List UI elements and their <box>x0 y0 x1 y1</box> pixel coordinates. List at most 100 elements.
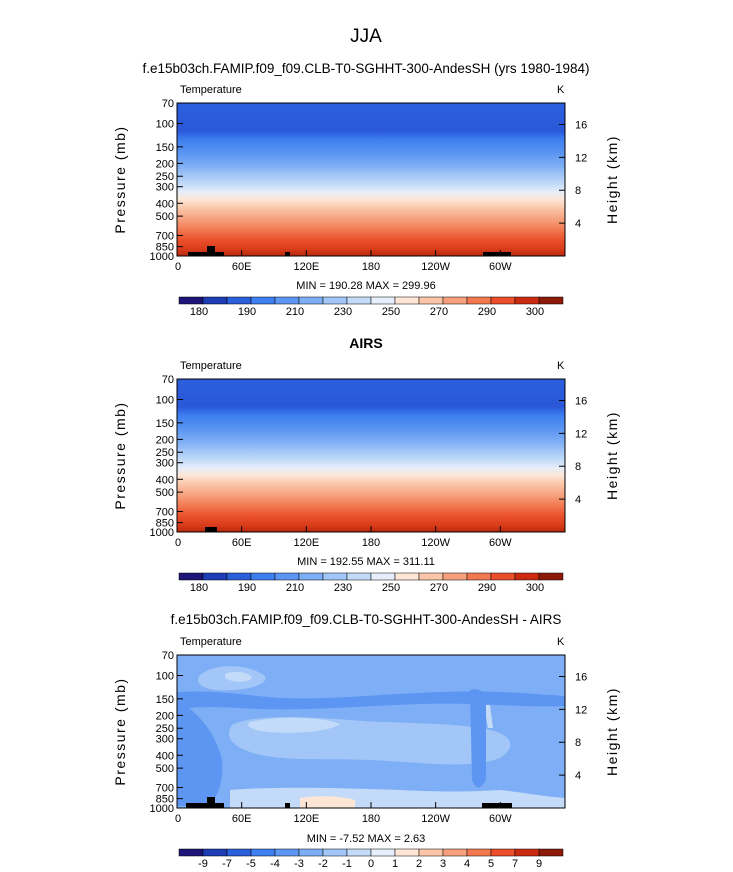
panel-3-ytick-label-300: 300 <box>156 734 174 746</box>
panel-2-ytick-label-500: 500 <box>156 487 174 499</box>
panel-1-colorbar-box-14 <box>514 296 540 305</box>
panel-1-xtick-label-1: 60E <box>232 261 252 273</box>
panel-1-colorbar-box-7 <box>346 296 372 305</box>
panel-1-terrain-africa-peak <box>207 246 215 256</box>
panel-2: AIRS Temperature K <box>176 335 566 533</box>
panel-2-xtick-label-1: 60E <box>232 537 252 549</box>
panel-3-htick-label-12: 12 <box>575 704 587 716</box>
panel-1-ylabel-right: Height (km) <box>604 135 620 224</box>
panel-1-colorbar-box-10 <box>418 296 444 305</box>
panel-1-colorbar-label-5: 270 <box>430 306 448 318</box>
panel-1-colorbar-box-13 <box>490 296 516 305</box>
panel-1-ytick-label-70: 70 <box>162 98 174 110</box>
panel-1-colorbar-label-7: 300 <box>526 306 544 318</box>
panel-1-colorbar-box-1 <box>202 296 228 305</box>
panel-3-colorbar-label-9: 2 <box>416 858 422 870</box>
panel-2-colorbar-label-3: 230 <box>334 582 352 594</box>
panel-1-units: K <box>557 84 565 96</box>
panel-2-stats: MIN = 192.55 MAX = 311.11 <box>297 556 435 568</box>
panel-3-contour-surface-warm <box>300 796 355 808</box>
panel-1-contour-field <box>177 103 565 256</box>
panel-3-colorbar-box-9 <box>394 848 420 857</box>
panel-3-terrain-africa <box>186 803 224 808</box>
panel-1-terrain-asia <box>285 252 290 256</box>
panel-1-xtick-label-3: 180 <box>362 261 380 273</box>
panel-2-colorbar-label-6: 290 <box>478 582 496 594</box>
panel-2-ylabel-left: Pressure (mb) <box>112 401 128 509</box>
panel-3-colorbar-label-10: 3 <box>440 858 446 870</box>
panel-2-htick-label-8: 8 <box>575 461 581 473</box>
panel-2-ytick-label-700: 700 <box>156 506 174 518</box>
panel-2-colorbar-box-0 <box>178 572 204 581</box>
panel-3-contour-mid-core <box>248 717 340 733</box>
panel-3-xtick-label-0: 0 <box>175 813 181 825</box>
panel-1-plot <box>176 102 566 257</box>
panel-3-htick-label-16: 16 <box>575 671 587 683</box>
panel-1-title: f.e15b03ch.FAMIP.f09_f09.CLB-T0-SGHHT-30… <box>143 61 590 76</box>
panel-2-colorbar-label-1: 190 <box>238 582 256 594</box>
panel-3-xtick-label-4: 120W <box>421 813 450 825</box>
panel-1-colorbar-label-1: 190 <box>238 306 256 318</box>
panel-1-colorbar-box-5 <box>298 296 324 305</box>
panel-2-colorbar-label-5: 270 <box>430 582 448 594</box>
panel-2-ytick-label-100: 100 <box>156 395 174 407</box>
panel-1-colorbar-label-3: 230 <box>334 306 352 318</box>
panel-1-colorbar-box-4 <box>274 296 300 305</box>
panel-1-ytick-label-200: 200 <box>156 158 174 170</box>
panel-2-colorbar-box-1 <box>202 572 228 581</box>
panel-3-contour-andes-column <box>470 689 486 788</box>
panel-1-terrain-africa <box>188 252 224 256</box>
panel-1-colorbar-box-2 <box>226 296 252 305</box>
panel-3-ytick-label-250: 250 <box>156 723 174 735</box>
panel-2-colorbar-box-2 <box>226 572 252 581</box>
panel-3-contour-blob-upper-core <box>225 671 252 682</box>
panel-1-ytick-label-150: 150 <box>156 142 174 154</box>
panel-2-colorbar-box-11 <box>442 572 468 581</box>
panel-2-ytick-label-150: 150 <box>156 418 174 430</box>
panel-3-title: f.e15b03ch.FAMIP.f09_f09.CLB-T0-SGHHT-30… <box>171 612 562 627</box>
panel-3-colorbar-label-14: 9 <box>536 858 542 870</box>
panel-1-ytick-label-850: 850 <box>156 242 174 254</box>
panel-3-ytick-label-1000: 1000 <box>150 803 174 815</box>
panel-3-stats: MIN = -7.52 MAX = 2.63 <box>307 833 426 845</box>
panel-1-colorbar-label-6: 290 <box>478 306 496 318</box>
panel-1-ylabel-left: Pressure (mb) <box>112 125 128 233</box>
panel-3-colorbar-label-5: -2 <box>318 858 328 870</box>
panel-3-colorbar-label-4: -3 <box>294 858 304 870</box>
panel-2-xtick-label-3: 180 <box>362 537 380 549</box>
panel-2-variable: Temperature <box>180 360 242 372</box>
panel-2-colorbar-label-0: 180 <box>190 582 208 594</box>
panel-2-ytick-label-850: 850 <box>156 518 174 530</box>
panel-2-htick-label-16: 16 <box>575 395 587 407</box>
panel-2-plot <box>176 378 566 533</box>
panel-2-xtick-label-5: 60W <box>489 537 512 549</box>
panel-2-colorbar-label-4: 250 <box>382 582 400 594</box>
panel-2-ytick-label-400: 400 <box>156 474 174 486</box>
panel-3-colorbar-box-15 <box>538 848 564 857</box>
panel-1-ytick-label-100: 100 <box>156 119 174 131</box>
panel-2-htick-label-12: 12 <box>575 428 587 440</box>
panel-2-colorbar-box-12 <box>466 572 492 581</box>
panel-1-stats: MIN = 190.28 MAX = 299.96 <box>296 280 435 292</box>
panel-3-colorbar-box-11 <box>442 848 468 857</box>
panel-2-ytick-label-70: 70 <box>162 374 174 386</box>
panel-3-htick-label-8: 8 <box>575 737 581 749</box>
panel-3-units: K <box>557 636 565 648</box>
panel-1-htick-label-12: 12 <box>575 152 587 164</box>
panel-1-xtick-label-0: 0 <box>175 261 181 273</box>
panel-1-ytick-label-1000: 1000 <box>150 251 174 263</box>
panel-2-colorbar-box-4 <box>274 572 300 581</box>
panel-2-colorbar-box-6 <box>322 572 348 581</box>
panel-2-htick-label-4: 4 <box>575 494 581 506</box>
panel-3-colorbar-label-6: -1 <box>342 858 352 870</box>
panel-3-colorbar-box-10 <box>418 848 444 857</box>
panel-1-terrain-andes <box>483 252 511 256</box>
panel-3-ytick-label-500: 500 <box>156 763 174 775</box>
panel-1-htick-label-8: 8 <box>575 185 581 197</box>
panel-1-ytick-label-300: 300 <box>156 182 174 194</box>
panel-2-colorbar-label-7: 300 <box>526 582 544 594</box>
panel-3-htick-label-4: 4 <box>575 770 581 782</box>
panel-3-colorbar-box-6 <box>322 848 348 857</box>
panel-3-colorbar-label-12: 5 <box>488 858 494 870</box>
panel-2-ytick-label-250: 250 <box>156 447 174 459</box>
